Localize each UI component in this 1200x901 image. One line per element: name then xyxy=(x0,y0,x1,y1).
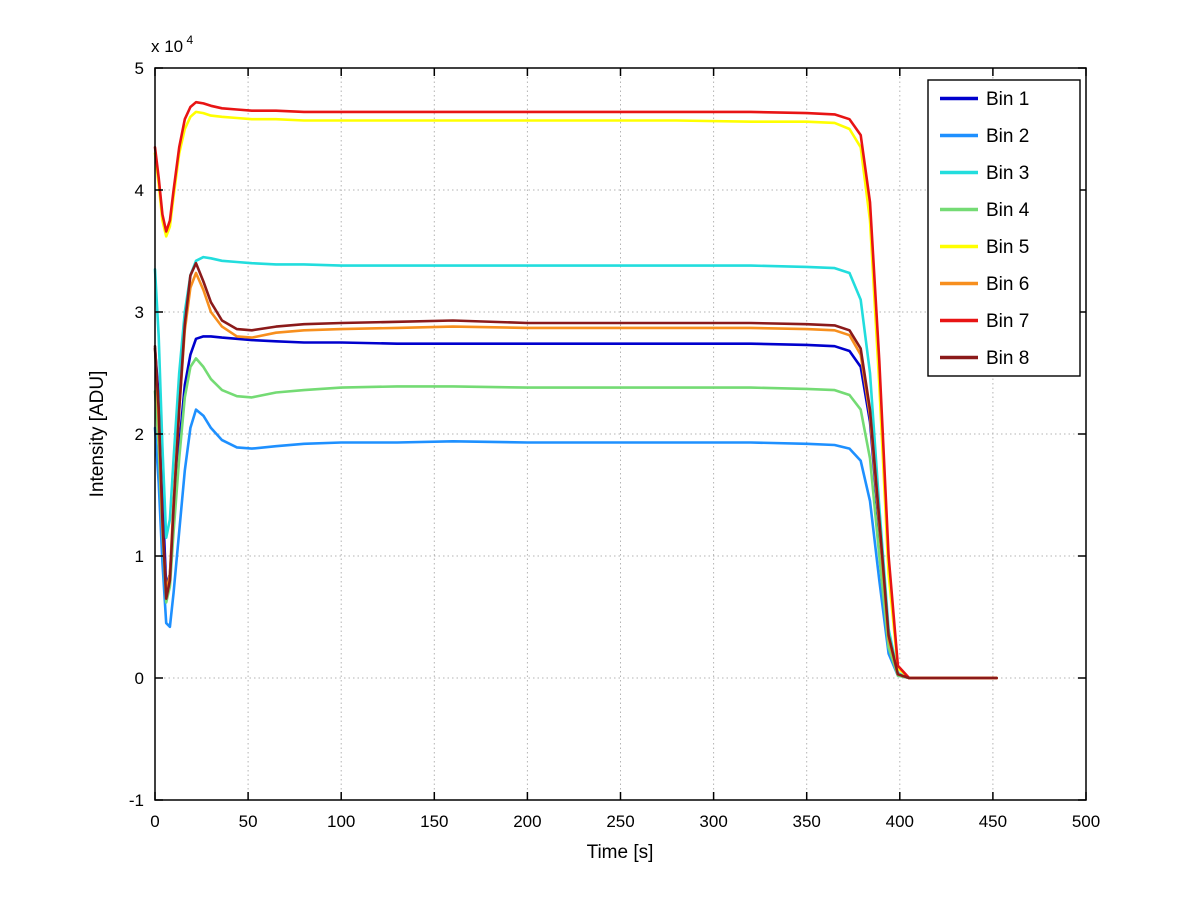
axis-ticks xyxy=(154,67,1087,801)
x-tick-label: 150 xyxy=(420,812,448,831)
legend-item-bin-8: Bin 8 xyxy=(940,348,1029,369)
x-tick-label: 400 xyxy=(886,812,914,831)
legend: Bin 1 Bin 2 Bin 3 Bin 4 Bin 5 Bin 6 Bin 7 Bin 8 xyxy=(927,79,1081,377)
series-line-bin-3 xyxy=(153,255,998,680)
x-axis-label: Time [s] xyxy=(587,842,654,863)
x-tick-label: 500 xyxy=(1072,812,1100,831)
legend-item-label: Bin 1 xyxy=(986,89,1029,110)
x-tick-label: 0 xyxy=(150,812,159,831)
x-tick-label: 350 xyxy=(793,812,821,831)
y-tick-label: 4 xyxy=(135,181,144,200)
legend-item-bin-3: Bin 3 xyxy=(940,163,1029,184)
legend-item-bin-7: Bin 7 xyxy=(940,311,1029,332)
x-tick-label: 250 xyxy=(606,812,634,831)
series-line-bin-8 xyxy=(153,261,998,680)
y-tick-label: 0 xyxy=(135,669,144,688)
legend-item-bin-2: Bin 2 xyxy=(940,126,1029,147)
legend-item-label: Bin 2 xyxy=(986,126,1029,147)
y-tick-label: 3 xyxy=(135,303,144,322)
series-line-bin-4 xyxy=(153,357,998,680)
y-tick-label: 5 xyxy=(135,59,144,78)
y-axis-multiplier: x 10 4 xyxy=(151,33,193,56)
legend-box xyxy=(927,79,1081,377)
y-axis-multiplier-text: x 10 4 xyxy=(151,33,193,56)
legend-item-label: Bin 5 xyxy=(986,237,1029,258)
y-tick-labels: -1 0 1 2 3 4 5 xyxy=(129,59,144,810)
series-line-bin-7 xyxy=(153,100,998,680)
x-tick-label: 50 xyxy=(239,812,258,831)
legend-item-label: Bin 8 xyxy=(986,348,1029,369)
legend-item-bin-1: Bin 1 xyxy=(940,89,1029,110)
x-tick-label: 300 xyxy=(699,812,727,831)
legend-item-bin-6: Bin 6 xyxy=(940,274,1029,295)
y-tick-label: 2 xyxy=(135,425,144,444)
x-tick-label: 200 xyxy=(513,812,541,831)
y-axis-label: Intensity [ADU] xyxy=(87,371,108,498)
y-tick-label: -1 xyxy=(129,791,144,810)
y-tick-label: 1 xyxy=(135,547,144,566)
legend-item-label: Bin 7 xyxy=(986,311,1029,332)
legend-item-label: Bin 3 xyxy=(986,163,1029,184)
legend-item-label: Bin 6 xyxy=(986,274,1029,295)
x-tick-labels: 0 50 100 150 200 250 300 350 400 450 500 xyxy=(150,812,1100,831)
x-tick-label: 450 xyxy=(979,812,1007,831)
x-tick-label: 100 xyxy=(327,812,355,831)
series-lines xyxy=(153,100,998,680)
legend-item-bin-5: Bin 5 xyxy=(940,237,1029,258)
legend-item-bin-4: Bin 4 xyxy=(940,200,1030,221)
series-line-bin-2 xyxy=(153,408,998,680)
legend-item-label: Bin 4 xyxy=(986,200,1030,221)
